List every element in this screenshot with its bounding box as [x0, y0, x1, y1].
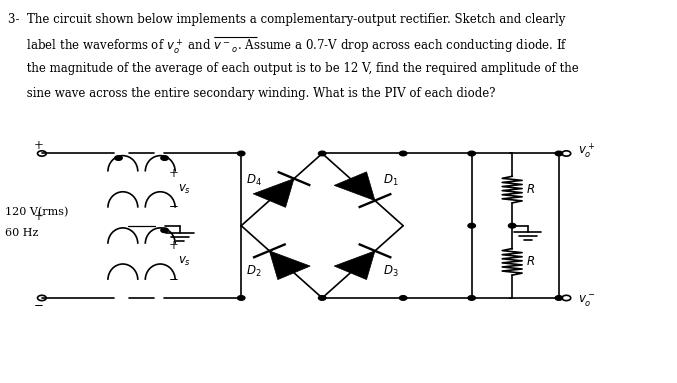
Circle shape [318, 151, 326, 156]
Circle shape [238, 151, 245, 156]
Circle shape [161, 228, 169, 232]
Circle shape [555, 296, 563, 300]
Text: $v_o^+$: $v_o^+$ [577, 141, 594, 160]
Text: $v_o^-$: $v_o^-$ [577, 293, 595, 309]
Text: $v_s$: $v_s$ [177, 183, 191, 196]
Polygon shape [269, 251, 310, 280]
Text: $-$: $-$ [169, 198, 179, 211]
Polygon shape [334, 251, 375, 280]
Text: $D_1$: $D_1$ [383, 173, 399, 188]
Circle shape [115, 156, 123, 160]
Text: 60 Hz: 60 Hz [5, 228, 38, 238]
Text: $v_s$: $v_s$ [177, 255, 191, 268]
Text: the magnitude of the average of each output is to be 12 V, find the required amp: the magnitude of the average of each out… [7, 62, 578, 75]
Text: $R$: $R$ [526, 183, 535, 196]
Circle shape [468, 151, 475, 156]
Circle shape [508, 223, 516, 228]
Text: $D_4$: $D_4$ [246, 173, 261, 188]
Text: 120 V(rms): 120 V(rms) [5, 207, 68, 218]
Circle shape [399, 151, 407, 156]
Circle shape [238, 296, 245, 300]
Text: 3-  The circuit shown below implements a complementary-output rectifier. Sketch : 3- The circuit shown below implements a … [7, 13, 565, 26]
Text: $D_2$: $D_2$ [246, 264, 261, 279]
Text: $-$: $-$ [33, 297, 44, 310]
Text: $D_3$: $D_3$ [383, 264, 399, 279]
Circle shape [399, 296, 407, 300]
Circle shape [468, 296, 475, 300]
Text: +: + [169, 239, 178, 252]
Text: sine wave across the entire secondary winding. What is the PIV of each diode?: sine wave across the entire secondary wi… [7, 87, 495, 100]
Text: +: + [34, 139, 44, 152]
Text: $R$: $R$ [526, 255, 535, 268]
Circle shape [318, 296, 326, 300]
Text: $-$: $-$ [169, 270, 179, 283]
Circle shape [468, 223, 475, 228]
Circle shape [555, 151, 563, 156]
Text: +: + [169, 167, 178, 180]
Polygon shape [334, 172, 375, 201]
Circle shape [161, 156, 169, 160]
Polygon shape [253, 178, 294, 207]
Text: +: + [34, 210, 44, 223]
Text: label the waveforms of $v_o^+$ and $v^-{}_o$. Assume a 0.7-V drop across each co: label the waveforms of $v_o^+$ and $v^-{… [7, 38, 567, 56]
